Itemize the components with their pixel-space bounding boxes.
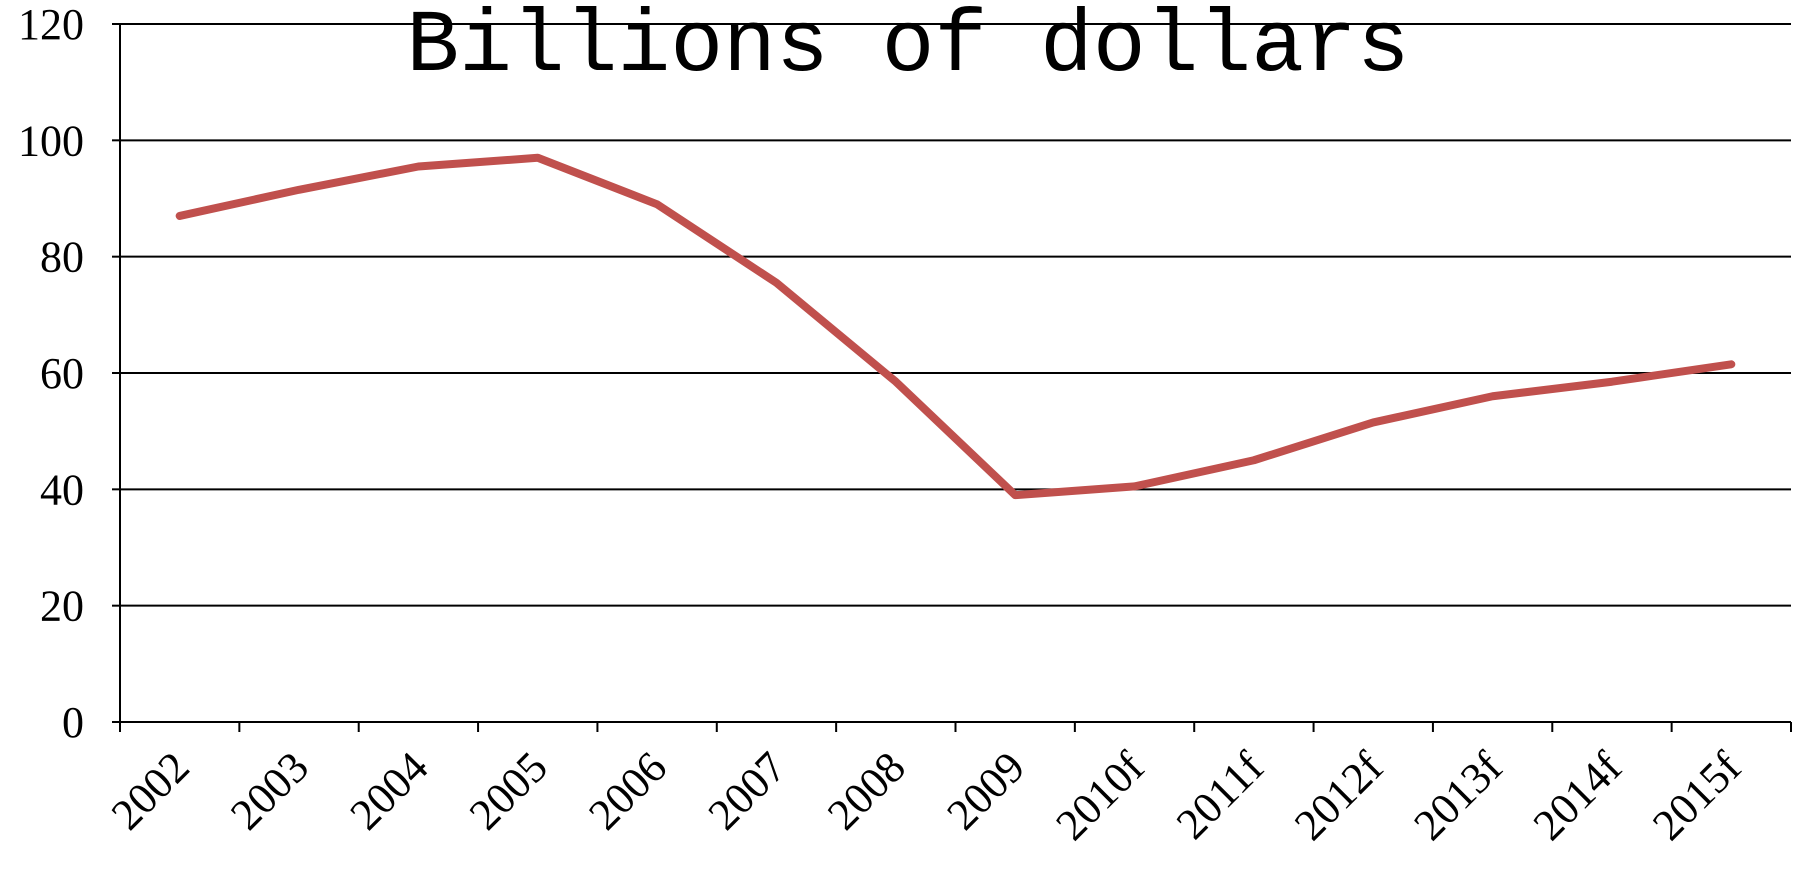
series-lines [175, 153, 1736, 500]
series-line [175, 153, 1736, 500]
x-tick-label: 2004 [341, 742, 438, 839]
y-tick-label: 20 [40, 582, 84, 631]
x-tick-label: 2006 [579, 742, 676, 839]
x-tick-label: 2010f [1046, 742, 1153, 849]
y-tick-label: 100 [18, 116, 84, 165]
chart-title: Billions of dollars [406, 0, 1409, 97]
x-tick-label: 2007 [699, 742, 796, 839]
x-tick-label: 2014f [1524, 742, 1631, 849]
x-tick-label: 2008 [818, 742, 915, 839]
y-tick-label: 0 [62, 698, 84, 747]
gridlines [120, 23, 1791, 607]
x-tick-label: 2011f [1167, 742, 1273, 848]
x-tick-label: 2013f [1404, 742, 1511, 849]
y-tick-label: 80 [40, 233, 84, 282]
axes [112, 23, 1792, 732]
x-tick-label: 2005 [460, 742, 557, 839]
x-tick-label: 2015f [1643, 742, 1750, 849]
y-tick-label: 60 [40, 349, 84, 398]
x-tick-label: 2002 [102, 742, 199, 839]
x-tick-label: 2012f [1285, 742, 1392, 849]
x-tick-label: 2009 [937, 742, 1034, 839]
y-tick-label: 120 [18, 0, 84, 49]
x-tick-label: 2003 [221, 742, 318, 839]
y-tick-label: 40 [40, 465, 84, 514]
